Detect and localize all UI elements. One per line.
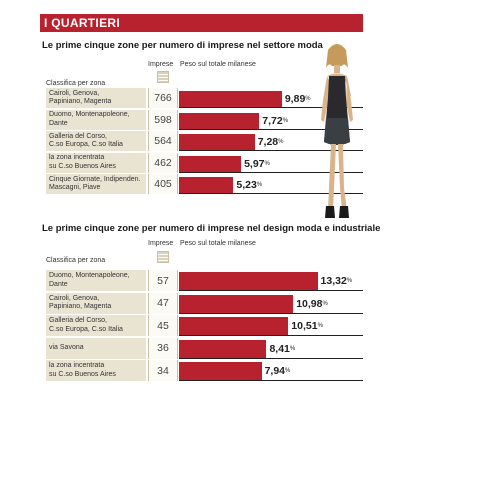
chart1-bar — [179, 134, 255, 150]
chart2-category-label: Galleria del Corso, C.so Europa, C.so It… — [46, 315, 146, 336]
chart1-category-label: la zona incentrata su C.so Buenos Aires — [46, 152, 146, 173]
chart1-row-rule — [179, 193, 363, 194]
chart1-value-label: 7,28% — [257, 136, 284, 148]
chart1-bar — [179, 155, 242, 172]
chart2-bar — [179, 272, 318, 290]
chart2-value-label: 10,98% — [296, 297, 328, 310]
chart1-category-header: Classifica per zona — [46, 80, 106, 87]
chart2-count-label: 36 — [148, 337, 178, 359]
chart2-count-label: 47 — [148, 292, 178, 314]
chart1-count-header: Imprese — [148, 61, 174, 68]
chart2-category-header: Classifica per zona — [46, 257, 106, 264]
chart1-bar — [179, 112, 260, 129]
chart2-value-label: 10,51% — [291, 320, 323, 332]
chart2-row-rule — [179, 335, 363, 336]
chart1-row-rule — [179, 107, 363, 108]
chart1-bar — [179, 91, 282, 107]
chart2-value-label: 13,32% — [320, 275, 353, 287]
chart2-row-rule — [179, 357, 363, 359]
chart1-value-label: 7,72% — [262, 114, 289, 127]
chart2-count-label: 45 — [148, 315, 178, 336]
chart2-bar — [179, 317, 289, 335]
chart1-category-label: Duomo, Montenapoleone, Dante — [46, 109, 146, 130]
chart2-count-header: Imprese — [148, 240, 174, 247]
chart1-row-rule — [179, 128, 363, 130]
chart2-bar — [179, 294, 294, 313]
chart1-category-label: Cinque Giornate, Indipenden. Mascagni, P… — [46, 174, 146, 194]
chart1-title: Le prime cinque zone per numero di impre… — [42, 40, 323, 51]
chart2-category-label: la zona incentrata su C.so Buenos Aires — [46, 360, 146, 381]
chart1-category-label: Galleria del Corso, C.so Europa, C.so It… — [46, 131, 146, 151]
chart2-bar — [179, 362, 262, 380]
chart2-row-rule — [179, 380, 363, 381]
chart1-count-label: 564 — [148, 131, 178, 151]
header-bar: I QUARTIERI — [40, 14, 363, 32]
chart1-count-label: 405 — [148, 174, 178, 194]
chart2-category-label: via Savona — [46, 337, 146, 359]
chart1-stack-icon — [157, 71, 169, 83]
chart2-value-label: 8,41% — [269, 342, 296, 355]
chart1-value-label: 5,97% — [244, 157, 270, 170]
chart2-count-label: 34 — [148, 360, 178, 381]
chart1-value-header: Peso sul totale milanese — [180, 61, 256, 68]
chart1-count-label: 462 — [148, 152, 178, 173]
chart2-row-rule — [179, 312, 363, 314]
chart2-value-header: Peso sul totale milanese — [180, 240, 256, 247]
chart1-row-rule — [179, 171, 363, 173]
chart1-count-label: 598 — [148, 109, 178, 130]
chart1-category-label: Cairoli, Genova, Papiniano, Magenta — [46, 88, 146, 108]
chart1-count-label: 766 — [148, 88, 178, 108]
chart2-value-label: 7,94% — [264, 365, 291, 377]
chart1-row-rule — [179, 150, 363, 151]
chart2-category-label: Cairoli, Genova, Papiniano, Magenta — [46, 292, 146, 314]
chart2-category-label: Duomo, Montenapoleone, Dante — [46, 270, 146, 291]
chart2-row-rule — [179, 290, 363, 291]
chart2-count-label: 57 — [148, 270, 178, 291]
chart1-bar — [179, 177, 234, 193]
chart2-title: Le prime cinque zone per numero di impre… — [42, 223, 381, 234]
chart1-value-label: 5,23% — [236, 179, 263, 191]
chart1-value-label: 9,89% — [284, 93, 311, 105]
chart2-bar — [179, 339, 267, 358]
chart2-stack-icon — [157, 251, 169, 263]
model-photo — [321, 44, 353, 218]
header-title: I QUARTIERI — [44, 16, 120, 30]
